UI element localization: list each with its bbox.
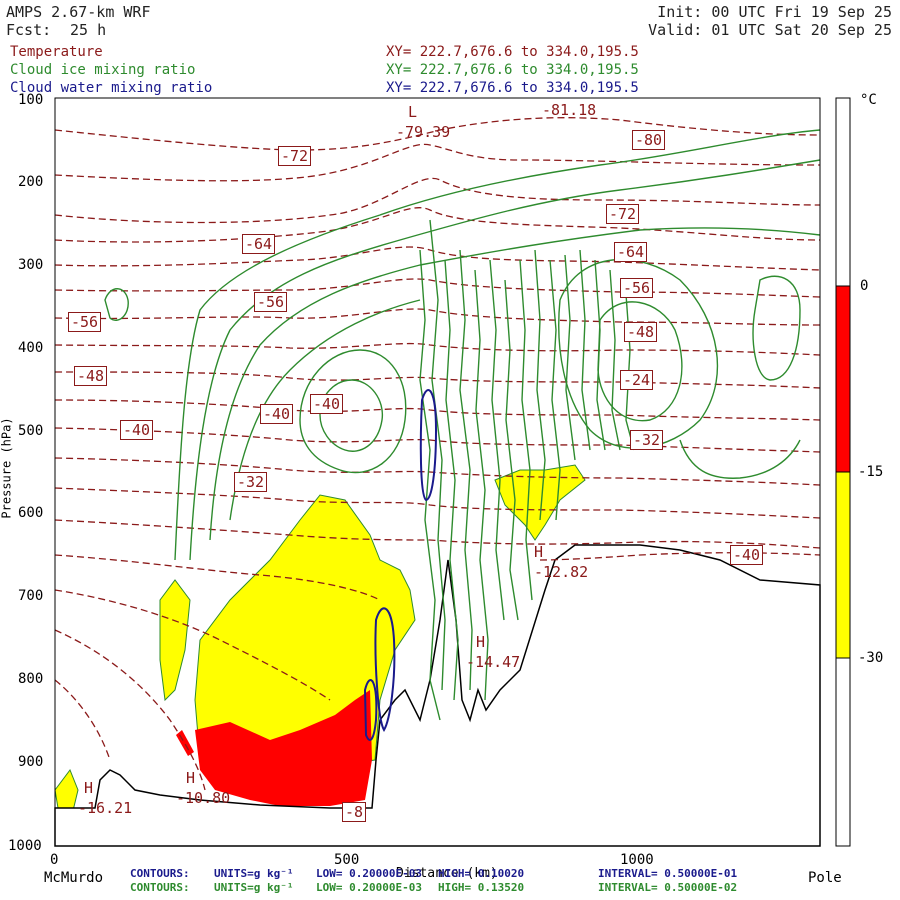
- min-value: -81.18: [542, 101, 597, 119]
- model-title: AMPS 2.67-km WRF: [6, 3, 151, 21]
- high-value: -10.80: [176, 789, 231, 807]
- colorbar-label-15: -15: [858, 464, 884, 480]
- high-marker: H: [534, 543, 544, 561]
- high-value: -12.82: [534, 563, 589, 581]
- colorbar-white-bottom: [835, 657, 851, 847]
- temp-label: -40: [730, 545, 764, 565]
- water-contours-low: LOW= 0.20000E-03: [316, 867, 422, 880]
- high-marker: H: [84, 779, 94, 797]
- terrain: [54, 544, 821, 847]
- high-marker: H: [476, 633, 486, 651]
- temp-label: -56: [620, 278, 654, 298]
- high-value: -14.47: [466, 653, 521, 671]
- temp-label: -8: [342, 802, 367, 822]
- temp-label: -32: [234, 472, 268, 492]
- temp-label: -40: [120, 420, 154, 440]
- y-tick-700: 700: [18, 588, 44, 604]
- temperature-contours: [54, 117, 821, 791]
- field-ice-name: Cloud ice mixing ratio: [10, 62, 196, 78]
- y-tick-300: 300: [18, 257, 44, 273]
- x-endpoint-left: McMurdo: [44, 870, 104, 886]
- colorbar-red-band: [835, 285, 851, 473]
- ice-contours-units: UNITS=g kg⁻¹: [214, 881, 294, 894]
- valid-time: Valid: 01 UTC Sat 20 Sep 25: [648, 21, 892, 39]
- y-tick-500: 500: [18, 423, 44, 439]
- ice-contours-interval: INTERVAL= 0.50000E-02: [598, 881, 738, 894]
- high-marker: H: [186, 769, 196, 787]
- temp-label: -72: [278, 146, 312, 166]
- ice-contours-low: LOW= 0.20000E-03: [316, 881, 422, 894]
- temp-label: -80: [632, 130, 666, 150]
- temp-label: -48: [74, 366, 108, 386]
- temp-label: -56: [254, 292, 288, 312]
- colorbar-yellow-band: [835, 471, 851, 659]
- water-contours: [363, 389, 438, 741]
- colorbar-white-top: [835, 97, 851, 287]
- field-water-name: Cloud water mixing ratio: [10, 80, 213, 96]
- y-tick-600: 600: [18, 505, 44, 521]
- temp-label: -40: [260, 404, 294, 424]
- temp-label: -40: [310, 394, 344, 414]
- forecast-hours: 25 h: [70, 21, 107, 39]
- x-endpoint-right: Pole: [808, 870, 842, 886]
- high-value: -16.21: [78, 799, 133, 817]
- colorbar-unit: °C: [860, 92, 877, 108]
- y-tick-100: 100: [18, 92, 44, 108]
- colorbar: [835, 97, 851, 847]
- temp-label: -48: [624, 322, 658, 342]
- temp-label: -32: [630, 430, 664, 450]
- colorbar-label-30: -30: [858, 650, 884, 666]
- temp-label: -72: [606, 204, 640, 224]
- low-marker: L: [408, 103, 418, 121]
- y-tick-200: 200: [18, 174, 44, 190]
- ice-contours-high: HIGH= 0.13520: [438, 881, 525, 894]
- field-ice-xy: XY= 222.7,676.6 to 334.0,195.5: [386, 62, 639, 78]
- temp-label: -24: [620, 370, 654, 390]
- init-time: Init: 00 UTC Fri 19 Sep 25: [657, 3, 892, 21]
- y-tick-1000: 1000: [8, 838, 42, 854]
- water-contours-interval: INTERVAL= 0.50000E-01: [598, 867, 738, 880]
- field-water-xy: XY= 222.7,676.6 to 334.0,195.5: [386, 80, 639, 96]
- x-tick-0: 0: [50, 852, 59, 868]
- field-temperature-xy: XY= 222.7,676.6 to 334.0,195.5: [386, 44, 639, 60]
- y-axis-label: Pressure (hPa): [0, 417, 14, 519]
- field-temperature-name: Temperature: [10, 44, 103, 60]
- y-tick-900: 900: [18, 754, 44, 770]
- temp-label: -64: [242, 234, 276, 254]
- water-contours-units: UNITS=g kg⁻¹: [214, 867, 294, 880]
- x-tick-500: 500: [334, 852, 360, 868]
- low-value: -79.39: [396, 123, 451, 141]
- ice-contours-label: CONTOURS:: [130, 881, 190, 894]
- colorbar-label-0: 0: [860, 278, 869, 294]
- water-contours-label: CONTOURS:: [130, 867, 190, 880]
- y-tick-800: 800: [18, 671, 44, 687]
- x-axis-label: Distance (km): [396, 866, 498, 881]
- water-contours-high: HIGH= 0.10020: [438, 867, 525, 880]
- temp-label: -64: [614, 242, 648, 262]
- forecast-label: Fcst:: [6, 21, 52, 39]
- plot-frame: [54, 97, 821, 847]
- x-tick-1000: 1000: [620, 852, 654, 868]
- temp-label: -56: [68, 312, 102, 332]
- y-tick-400: 400: [18, 340, 44, 356]
